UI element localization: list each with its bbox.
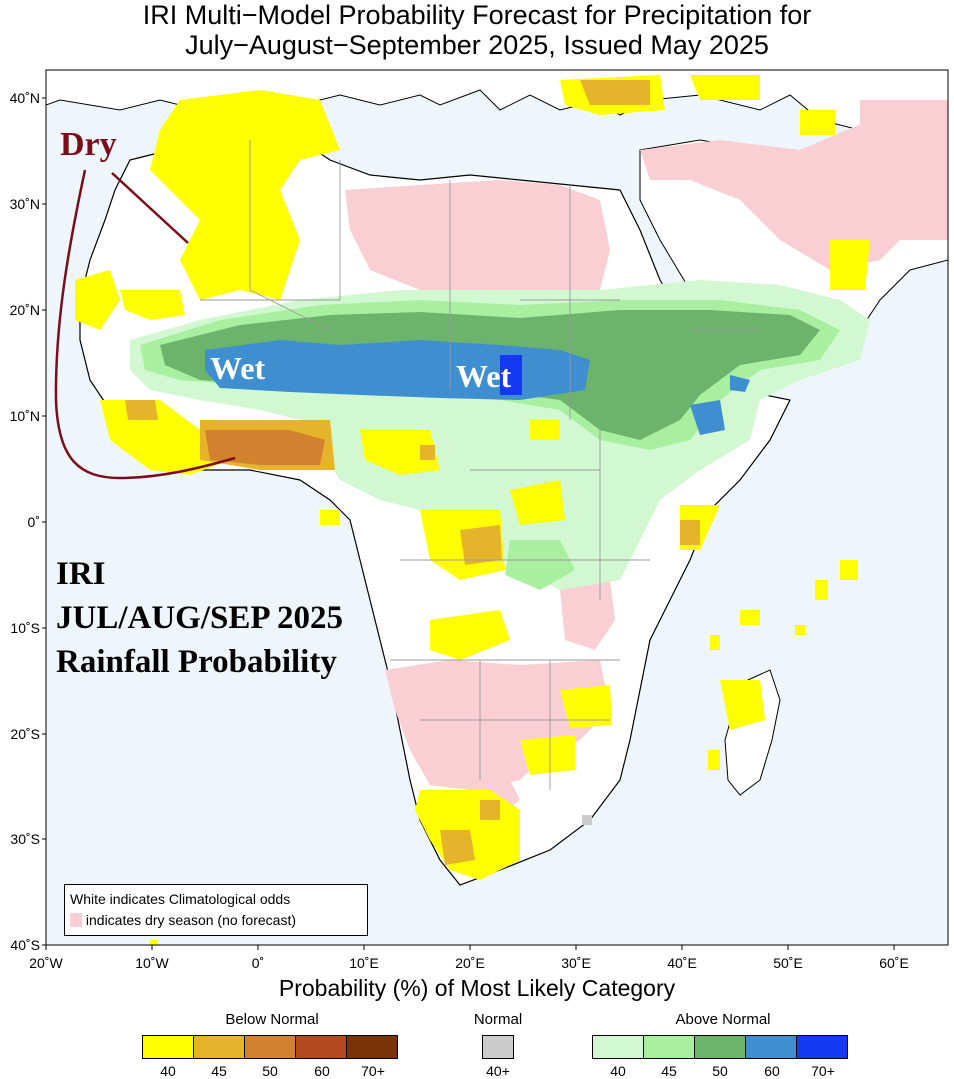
colorbar-normal-40 (482, 1035, 514, 1059)
colorbar-normal-tick-40: 40+ (486, 1063, 510, 1079)
inset-legend-climatology: White indicates Climatological odds (70, 891, 291, 907)
lon-label-0: 0˚ (251, 955, 265, 971)
wet-annotation-west: Wet (210, 350, 266, 386)
lat-label-10s: 10˚S (10, 620, 40, 636)
above-normal-60 (205, 340, 750, 435)
dry-season-regions (244, 100, 948, 815)
inset-legend-dry-season-row: indicates dry season (no forecast) (70, 912, 296, 928)
wet-annotation-east: Wet (456, 358, 512, 394)
colorbar-above-70 (796, 1035, 848, 1059)
above-normal-70 (500, 355, 522, 395)
iri-caption-line-2: JUL/AUG/SEP 2025 (56, 600, 343, 636)
lon-ticks (45, 945, 895, 950)
lat-label-30n: 30˚N (9, 196, 40, 212)
iri-caption: IRI JUL/AUG/SEP 2025 Rainfall Probabilit… (56, 552, 343, 684)
inset-legend-dry-season-text: indicates dry season (no forecast) (82, 912, 296, 928)
lat-label-0: 0˚ (27, 514, 40, 530)
map-frame (45, 69, 949, 946)
dry-annotation: Dry (60, 126, 117, 163)
colorbar-below-tick-60: 60 (314, 1063, 330, 1079)
dry-season-swatch (70, 913, 82, 927)
colorbar-normal (482, 1035, 514, 1059)
colorbar-below (142, 1035, 398, 1059)
lon-label-20e: 20˚E (455, 955, 485, 971)
colorbar-below-40 (142, 1035, 194, 1059)
colorbar-above-tick-45: 45 (661, 1063, 677, 1079)
iri-caption-line-3: Rainfall Probability (56, 644, 337, 680)
colorbar-below-title: Below Normal (225, 1011, 319, 1028)
lon-label-60e: 60˚E (879, 955, 909, 971)
colorbar-above-40 (592, 1035, 644, 1059)
iri-caption-line-1: IRI (56, 556, 106, 592)
lon-label-20w: 20˚W (29, 955, 63, 971)
colorbar-above (592, 1035, 848, 1059)
title-line-1: IRI Multi−Model Probability Forecast for… (142, 0, 812, 30)
lat-label-40s: 40˚S (10, 937, 40, 953)
colorbar-below-45 (193, 1035, 245, 1059)
country-borders (200, 140, 760, 790)
lat-ticks (42, 97, 46, 946)
dry-arrows (54, 169, 236, 480)
lat-label-20n: 20˚N (9, 302, 40, 318)
colorbar-below-70 (346, 1035, 398, 1059)
lon-label-30e: 30˚E (561, 955, 591, 971)
normal-40 (582, 815, 592, 825)
lon-label-50e: 50˚E (773, 955, 803, 971)
colorbar-above-title: Above Normal (675, 1011, 771, 1028)
colorbar-above-60 (745, 1035, 797, 1059)
lon-label-10e: 10˚E (349, 955, 379, 971)
colorbar-above-tick-60: 60 (764, 1063, 780, 1079)
x-axis-label: Probability (%) of Most Likely Category (278, 975, 676, 1001)
colorbar-below-60 (295, 1035, 347, 1059)
colorbar-below-tick-45: 45 (211, 1063, 227, 1079)
colorbar-above-tick-40: 40 (610, 1063, 626, 1079)
colorbar-below-tick-40: 40 (160, 1063, 176, 1079)
colorbar-below-50 (244, 1035, 296, 1059)
lon-label-10w: 10˚W (135, 955, 169, 971)
lat-label-10n: 10˚N (9, 408, 40, 424)
lat-label-30s: 30˚S (10, 831, 40, 847)
chart-title: IRI Multi−Model Probability Forecast for… (0, 0, 954, 60)
colorbar-below-tick-50: 50 (262, 1063, 278, 1079)
lat-label-40n: 40˚N (9, 90, 40, 106)
colorbar-above-tick-70: 70+ (811, 1063, 835, 1079)
below-normal-50 (205, 430, 325, 465)
colorbar-above-tick-50: 50 (712, 1063, 728, 1079)
inset-legend: White indicates Climatological odds indi… (64, 884, 368, 936)
lat-label-20s: 20˚S (10, 726, 40, 742)
colorbar-below-tick-70: 70+ (361, 1063, 385, 1079)
colorbar-above-45 (643, 1035, 695, 1059)
title-line-2: July−August−September 2025, Issued May 2… (185, 30, 769, 60)
lon-label-40e: 40˚E (667, 955, 697, 971)
colorbar-above-50 (694, 1035, 746, 1059)
colorbar-normal-title: Normal (473, 1011, 523, 1028)
